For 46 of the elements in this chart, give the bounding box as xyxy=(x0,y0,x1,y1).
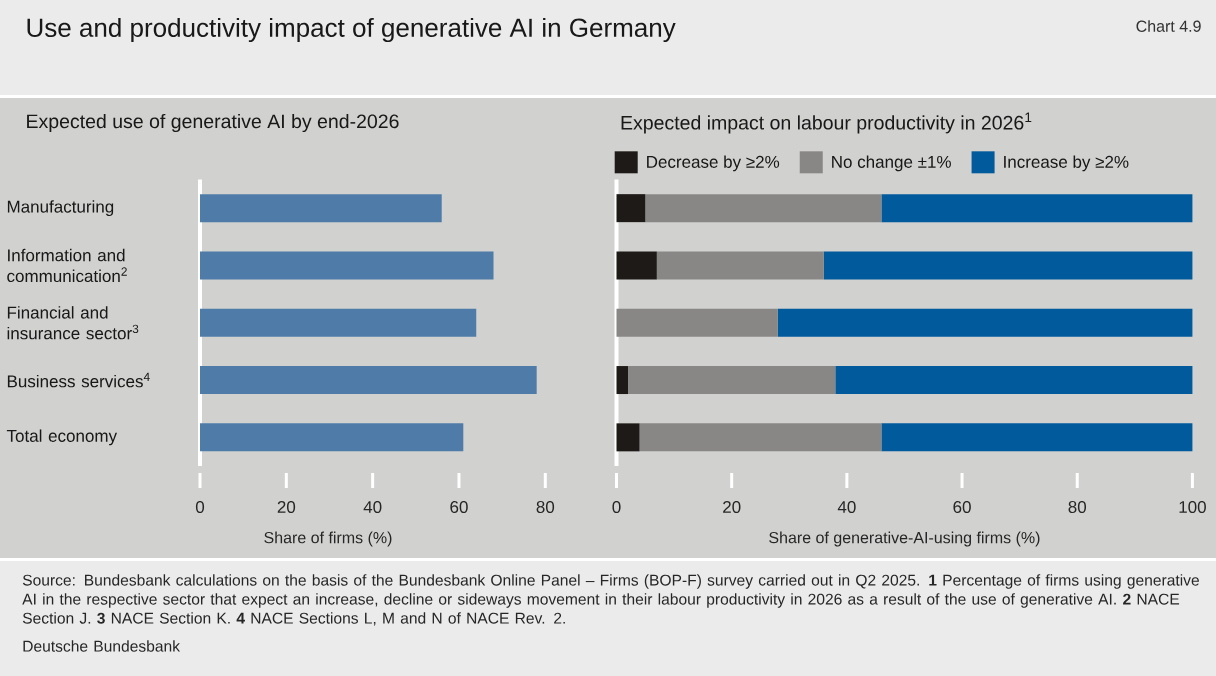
x-tick-label: 20 xyxy=(723,500,741,514)
bar xyxy=(777,308,1193,337)
bar xyxy=(200,308,477,337)
bar xyxy=(881,194,1193,223)
text: Source: Bundesbank calculations on the basis of the Bundesbank Online Panel – Firms (BOP-F) survey carried out in Q2 2025. 1 Percentage of firms using generative AI in the respective sector that expect an increase, decline or sideways movement in their labour productivity in 2026 as a result of the use of generative AI. 2 NACE Section J. 3 NACE Section K. 4 NACE Sections L, M and N of NACE Rev. 2. xyxy=(22,574,1199,626)
bar xyxy=(616,194,646,223)
x-tick-label: 40 xyxy=(363,500,382,514)
y-tick-label: Information and communication$^{2}$ xyxy=(7,248,127,283)
caption: Chart 4.9 xyxy=(1136,20,1201,32)
bar xyxy=(628,366,836,395)
y-tick-label: Financial and insurance sector$^{3}$ xyxy=(7,306,139,340)
chart-title: Expected impact on labour productivity in 2026$^{1}$ xyxy=(621,112,1032,134)
bar xyxy=(656,251,824,280)
bar xyxy=(200,251,494,280)
bar xyxy=(200,423,464,452)
x-tick-label: 40 xyxy=(837,500,856,514)
y-tick-label: Total economy xyxy=(6,429,118,446)
x-tick-label: 80 xyxy=(536,500,555,514)
x-axis-title: Share of firms (%) xyxy=(264,531,392,547)
bar xyxy=(616,308,778,337)
legend-label: Increase by ≥2% xyxy=(1004,155,1129,172)
bar xyxy=(881,423,1193,452)
chart-subtitle: Expected use of generative AI by end-2026 xyxy=(27,113,399,133)
legend-label: No change ±1% xyxy=(832,155,951,172)
bar xyxy=(823,251,1193,280)
x-tick-label: 20 xyxy=(277,500,296,514)
chart-title: Use and productivity impact of generative AI in Germany xyxy=(27,17,676,43)
bar xyxy=(616,366,629,395)
bar xyxy=(835,366,1193,395)
bar xyxy=(616,251,657,280)
bar xyxy=(616,423,640,452)
x-tick-label: 0 xyxy=(612,500,621,514)
x-tick-label: 60 xyxy=(450,500,468,514)
bar xyxy=(639,423,882,452)
y-tick-label: Manufacturing xyxy=(7,200,114,217)
legend-label: Decrease by ≥2% xyxy=(647,155,780,172)
x-tick-label: 0 xyxy=(195,500,205,514)
x-tick-label: 100 xyxy=(1179,500,1206,514)
text: Deutsche Bundesbank xyxy=(23,640,181,652)
bar xyxy=(200,194,442,223)
y-tick-label: Business services$^{4}$ xyxy=(7,372,150,388)
x-axis-title: Share of generative-AI-using firms (%) xyxy=(769,531,1040,547)
x-tick-label: 60 xyxy=(953,500,971,514)
x-tick-label: 80 xyxy=(1068,500,1087,514)
bar xyxy=(645,194,882,223)
bar xyxy=(200,366,537,395)
